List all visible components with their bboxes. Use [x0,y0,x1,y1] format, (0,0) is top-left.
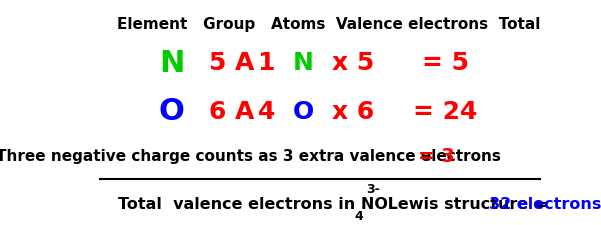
Text: Three negative charge counts as 3 extra valence electrons: Three negative charge counts as 3 extra … [0,148,501,163]
Text: A: A [234,99,254,123]
Text: O: O [293,99,314,123]
Text: x 6: x 6 [332,99,374,123]
Text: = 3: = 3 [418,146,455,165]
Text: = 5: = 5 [422,51,469,75]
Text: 3-: 3- [366,182,380,195]
Text: O: O [159,97,185,126]
Text: A: A [234,51,254,75]
Text: 6: 6 [208,99,225,123]
Text: N: N [293,51,314,75]
Text: x 5: x 5 [332,51,374,75]
Text: Element   Group   Atoms  Valence electrons  Total: Element Group Atoms Valence electrons To… [117,17,540,32]
Text: N: N [159,49,185,77]
Text: Lewis structure =: Lewis structure = [382,196,553,211]
Text: 4: 4 [257,99,275,123]
Text: Total  valence electrons in NO: Total valence electrons in NO [118,196,388,211]
Text: 5: 5 [208,51,225,75]
Text: = 24: = 24 [413,99,478,123]
Text: 4: 4 [355,209,364,223]
Text: 32 electrons: 32 electrons [489,196,601,211]
Text: 1: 1 [257,51,275,75]
